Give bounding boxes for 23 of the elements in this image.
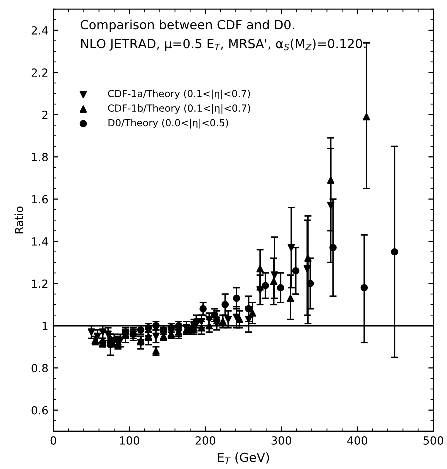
annotation: NLO JETRAD, μ=0.5 E$_{T}$, MRSA', α$_{S}$(M$_{Z}$)=0.120. bbox=[81, 38, 366, 52]
x-tick-label: 0 bbox=[50, 436, 56, 445]
y-tick-label: 1 bbox=[42, 322, 48, 330]
y-axis-title: Ratio bbox=[14, 206, 24, 234]
y-tick-label: 0.6 bbox=[32, 406, 48, 415]
y-tick-label: 2 bbox=[42, 110, 48, 120]
x-tick-label: 500 bbox=[424, 436, 444, 445]
y-tick-label: 1.2 bbox=[32, 280, 48, 288]
y-tick-label: 2.2 bbox=[32, 68, 48, 77]
x-tick-label: 400 bbox=[348, 436, 368, 445]
y-tick-label: 1.8 bbox=[32, 153, 48, 162]
y-tick-label: 2.4 bbox=[32, 26, 48, 35]
legend-label: CDF-1b/Theory (0.1<|η|<0.7) bbox=[108, 104, 250, 114]
y-tick-label: 0.8 bbox=[32, 364, 48, 373]
legend-label: D0/Theory (0.0<|η|<0.5) bbox=[108, 119, 228, 129]
x-tick-label: 300 bbox=[272, 436, 292, 445]
y-tick-label: 1.4 bbox=[32, 238, 48, 246]
x-tick-label: 200 bbox=[196, 436, 216, 445]
y-tick-label: 1.6 bbox=[32, 195, 48, 204]
annotation: Comparison between CDF and D0. bbox=[80, 20, 294, 32]
x-tick-label: 100 bbox=[120, 436, 140, 445]
x-axis-title: E$_{T}$ (GeV) bbox=[218, 452, 270, 464]
legend-label: CDF-1a/Theory (0.1<|η|<0.7) bbox=[108, 90, 250, 100]
